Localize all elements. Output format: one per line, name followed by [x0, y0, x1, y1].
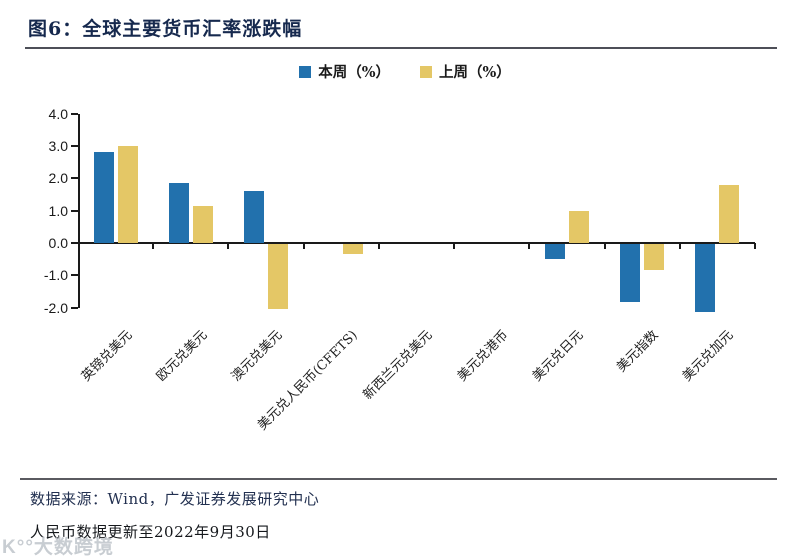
- y-axis-tick: [71, 306, 78, 309]
- y-axis-tick-label: -1.0: [43, 267, 68, 284]
- y-axis-tick-label: 3.0: [48, 138, 68, 154]
- x-axis-tick: [227, 243, 230, 249]
- y-axis-tick-label: 2.0: [48, 170, 68, 187]
- data-source-text: 数据来源：Wind，广发证券发展研究中心: [30, 490, 320, 508]
- x-axis-tick: [678, 243, 681, 249]
- bar-last-week: [117, 146, 138, 243]
- y-axis-tick-label: -2.0: [43, 299, 68, 316]
- bar-last-week: [719, 184, 740, 243]
- bar-last-week: [268, 244, 289, 309]
- x-axis-label: 英镑兑美元: [78, 327, 136, 385]
- y-axis-tick: [71, 112, 78, 115]
- bar-last-week: [343, 244, 364, 254]
- x-axis-label: 美元兑港币: [454, 327, 512, 385]
- bar-this-week: [695, 244, 716, 312]
- data-update-note: 人民币数据更新至2022年9月30日: [30, 523, 271, 541]
- legend-item-last-week: 上周（%）: [420, 61, 511, 82]
- legend-label-this-week: 本周（%）: [318, 64, 390, 81]
- x-axis-label: 欧元兑美元: [153, 327, 211, 385]
- y-axis-tick-label: 4.0: [48, 105, 68, 122]
- x-axis-tick: [453, 243, 456, 249]
- x-axis-zero-line: [78, 242, 755, 244]
- chart-title: 图6：全球主要货币汇率涨跌幅: [28, 18, 303, 40]
- bar-last-week: [192, 205, 213, 243]
- y-axis-tick-label: 0.0: [48, 235, 68, 251]
- watermark-logo: K°°大数跨境: [2, 537, 114, 558]
- bar-this-week: [93, 152, 114, 243]
- legend-swatch-this-week-icon: [299, 65, 312, 78]
- x-axis-tick: [528, 243, 531, 249]
- x-axis-label: 美元兑日元: [529, 327, 587, 385]
- x-axis-label: 澳元兑美元: [228, 327, 286, 385]
- x-axis-tick: [302, 243, 305, 249]
- legend-label-last-week: 上周（%）: [439, 64, 511, 81]
- bar-this-week: [620, 244, 641, 303]
- bar-this-week: [168, 183, 189, 243]
- title-divider-line: [25, 47, 777, 49]
- x-axis-label: 美元指数: [614, 327, 662, 376]
- x-axis-label: 新西兰元兑美元: [360, 327, 436, 403]
- chart-legend: 本周（%） 上周（%）: [0, 61, 810, 82]
- x-axis-tick: [152, 243, 155, 249]
- bar-last-week: [568, 210, 589, 243]
- y-axis-tick-label: 1.0: [48, 202, 68, 219]
- bar-last-week: [644, 244, 665, 270]
- x-axis-tick: [603, 243, 606, 249]
- y-axis-tick: [71, 177, 78, 180]
- y-axis-line: [78, 113, 80, 308]
- bar-this-week: [244, 191, 265, 243]
- x-axis-tick: [377, 243, 380, 249]
- bar-this-week: [544, 244, 565, 259]
- x-axis-tick: [754, 243, 756, 249]
- legend-swatch-last-week-icon: [420, 65, 432, 78]
- legend-item-this-week: 本周（%）: [299, 61, 390, 82]
- y-axis-tick: [71, 242, 78, 244]
- y-axis-tick: [71, 145, 78, 147]
- y-axis-tick: [71, 274, 78, 277]
- x-axis-label: 美元兑加元: [680, 327, 737, 385]
- y-axis-tick: [71, 209, 78, 212]
- footer-divider-line: [20, 478, 777, 480]
